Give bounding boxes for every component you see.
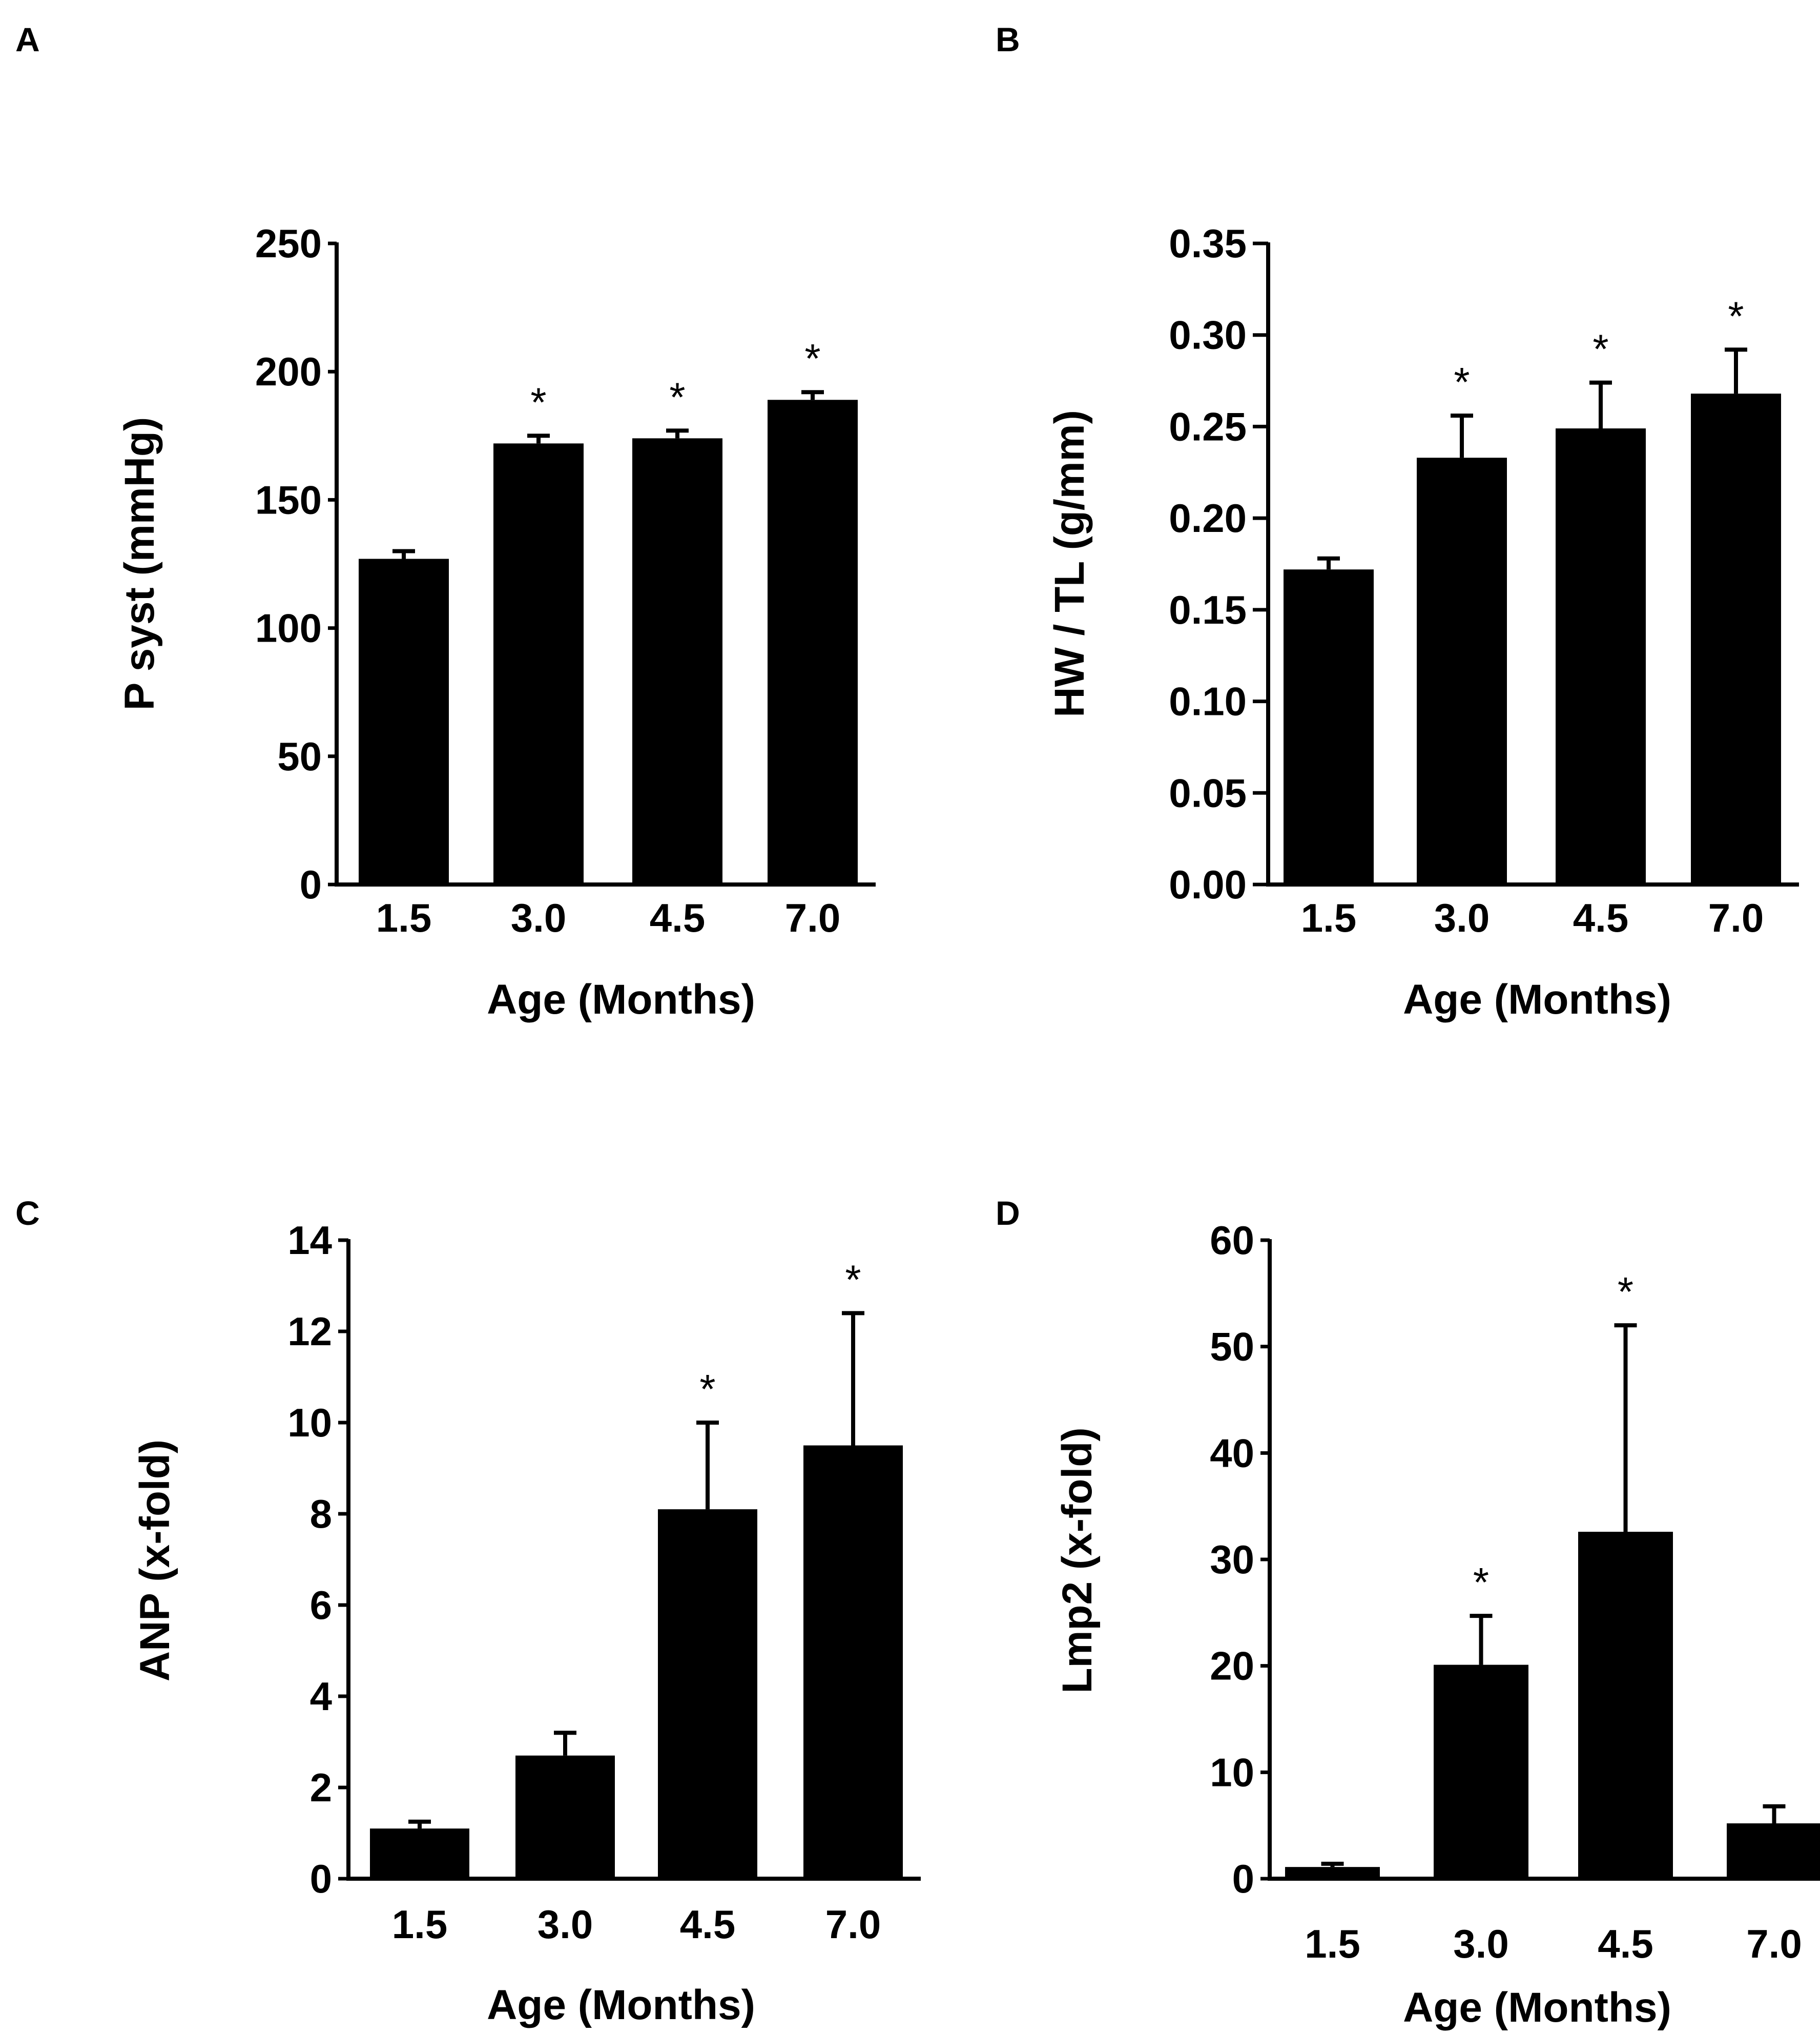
significance-mark: * <box>1618 1269 1633 1314</box>
y-tick-label: 0.10 <box>1169 679 1247 724</box>
x-tick-label: 3.0 <box>511 895 566 940</box>
x-tick-label: 4.5 <box>680 1902 735 1947</box>
bar <box>493 443 584 885</box>
x-tick-label: 7.0 <box>785 895 840 940</box>
x-tick-label: 1.5 <box>1301 895 1356 940</box>
x-tick-label: 1.5 <box>1305 1921 1360 1966</box>
y-tick-label: 0.20 <box>1169 496 1247 541</box>
panel-c: C 1.5 3.0 * 4.5 * 7.0 0 2 4 6 8 10 12 14 Age (Months) AN… <box>15 1194 921 2028</box>
bar <box>803 1445 903 1879</box>
y-tick-label: 4 <box>310 1674 332 1719</box>
x-tick-label: 4.5 <box>650 895 705 940</box>
significance-mark: * <box>1593 326 1608 372</box>
x-tick-label: 3.0 <box>537 1902 593 1947</box>
x-tick-label: 1.5 <box>392 1902 447 1947</box>
significance-mark: * <box>669 374 685 420</box>
x-tick-label: 3.0 <box>1434 895 1490 940</box>
x-tick-label: 4.5 <box>1573 895 1628 940</box>
y-tick-label: 10 <box>1210 1750 1254 1795</box>
x-axis-title: Age (Months) <box>1403 976 1671 1023</box>
bar <box>359 559 449 885</box>
bar <box>1285 1867 1380 1879</box>
significance-mark: * <box>1728 293 1744 339</box>
x-tick-label: 7.0 <box>1746 1921 1802 1966</box>
y-tick-label: 200 <box>255 349 322 394</box>
x-tick-label: 7.0 <box>825 1902 881 1947</box>
y-tick-label: 0.25 <box>1169 404 1247 449</box>
bar <box>1727 1823 1820 1879</box>
panel-d: D 1.5 * 3.0 * 4.5 7.0 0 10 20 30 40 50 60 Age (Months)… <box>996 1194 1820 2031</box>
x-tick-label: 3.0 <box>1453 1921 1508 1966</box>
significance-mark: * <box>699 1366 715 1412</box>
y-tick-label: 0.00 <box>1169 862 1247 907</box>
y-tick-label: 8 <box>310 1491 332 1536</box>
y-axis-title: P syst (mmHg) <box>116 417 163 711</box>
x-tick-label: 7.0 <box>1708 895 1764 940</box>
y-tick-label: 12 <box>287 1309 332 1354</box>
y-tick-label: 50 <box>1210 1324 1254 1369</box>
bar <box>515 1755 615 1879</box>
y-tick-label: 150 <box>255 477 322 522</box>
panel-a: A 1.5 * 3.0 * 4.5 * 7.0 0 50 100 150 200 250 Age (Mont… <box>15 20 876 1023</box>
bar <box>1578 1532 1673 1879</box>
y-tick-label: 6 <box>310 1582 332 1628</box>
y-tick-label: 0.30 <box>1169 313 1247 358</box>
significance-mark: * <box>530 379 546 425</box>
y-tick-label: 40 <box>1210 1430 1254 1475</box>
significance-mark: * <box>804 336 820 381</box>
bar <box>370 1828 469 1879</box>
x-tick-label: 1.5 <box>376 895 431 940</box>
x-axis-title: Age (Months) <box>487 976 755 1023</box>
x-tick-label: 4.5 <box>1598 1921 1653 1966</box>
y-axis-title: HW / TL (g/mm) <box>1046 410 1093 717</box>
y-tick-label: 20 <box>1210 1643 1254 1689</box>
significance-mark: * <box>845 1257 861 1302</box>
bar <box>632 438 722 885</box>
bar <box>658 1509 757 1879</box>
panel-letter: D <box>996 1194 1020 1232</box>
bar <box>1417 458 1507 885</box>
panel-letter: B <box>996 20 1020 58</box>
y-tick-label: 0.15 <box>1169 587 1247 632</box>
y-tick-label: 100 <box>255 606 322 651</box>
y-tick-label: 250 <box>255 221 322 266</box>
panel-b: B 1.5 * 3.0 * 4.5 * 7.0 0.00 0.05 0.10 0.15 0.20 0.25… <box>996 20 1799 1023</box>
y-tick-label: 0 <box>1232 1856 1254 1901</box>
y-tick-label: 60 <box>1210 1218 1254 1263</box>
bar <box>1434 1664 1528 1879</box>
y-tick-label: 2 <box>310 1765 332 1810</box>
y-axis-title: ANP (x-fold) <box>132 1440 178 1681</box>
significance-mark: * <box>1454 359 1470 405</box>
bar <box>768 400 858 885</box>
panel-letter: C <box>15 1194 40 1232</box>
x-axis-title: Age (Months) <box>1403 1984 1671 2031</box>
significance-mark: * <box>1473 1559 1489 1605</box>
bar <box>1284 569 1374 885</box>
panel-letter: A <box>15 20 40 58</box>
y-tick-label: 30 <box>1210 1537 1254 1582</box>
y-tick-label: 0.05 <box>1169 770 1247 815</box>
y-tick-label: 50 <box>277 734 322 779</box>
y-tick-label: 0 <box>300 862 322 907</box>
y-tick-label: 0 <box>310 1856 332 1901</box>
y-tick-label: 10 <box>287 1400 332 1445</box>
x-axis-title: Age (Months) <box>487 1982 755 2028</box>
bar <box>1691 394 1781 885</box>
y-tick-label: 0.35 <box>1169 221 1247 266</box>
bar <box>1556 428 1646 885</box>
y-axis-title: Lmp2 (x-fold) <box>1054 1427 1101 1693</box>
y-tick-label: 14 <box>287 1218 332 1263</box>
